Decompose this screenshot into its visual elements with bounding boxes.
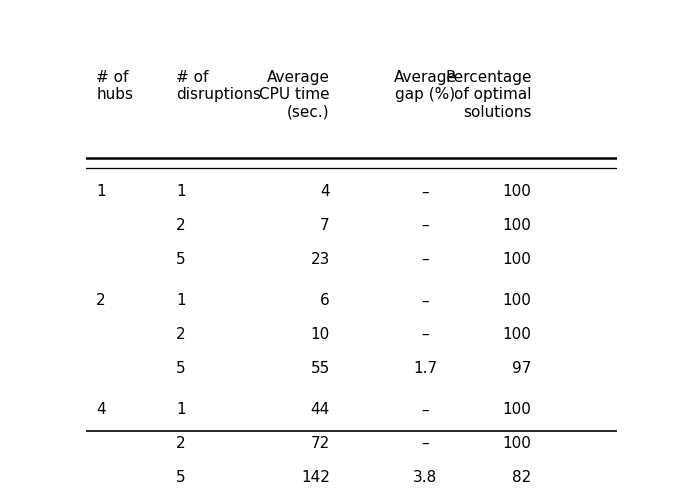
Text: 100: 100 <box>503 218 532 233</box>
Text: –: – <box>421 327 429 342</box>
Text: 100: 100 <box>503 436 532 451</box>
Text: 72: 72 <box>310 436 329 451</box>
Text: 7: 7 <box>320 218 329 233</box>
Text: –: – <box>421 184 429 200</box>
Text: # of
hubs: # of hubs <box>96 70 134 102</box>
Text: Average
CPU time
(sec.): Average CPU time (sec.) <box>259 70 329 120</box>
Text: 2: 2 <box>176 218 186 233</box>
Text: 100: 100 <box>503 252 532 267</box>
Text: # of
disruptions: # of disruptions <box>176 70 261 102</box>
Text: 23: 23 <box>310 252 329 267</box>
Text: 142: 142 <box>301 470 329 485</box>
Text: 100: 100 <box>503 403 532 417</box>
Text: 82: 82 <box>512 470 532 485</box>
Text: 1: 1 <box>176 184 186 200</box>
Text: Percentage
of optimal
solutions: Percentage of optimal solutions <box>445 70 532 120</box>
Text: 2: 2 <box>96 293 106 308</box>
Text: –: – <box>421 436 429 451</box>
Text: –: – <box>421 218 429 233</box>
Text: 1: 1 <box>96 184 106 200</box>
Text: 5: 5 <box>176 361 186 376</box>
Text: 3.8: 3.8 <box>413 470 438 485</box>
Text: 100: 100 <box>503 327 532 342</box>
Text: –: – <box>421 403 429 417</box>
Text: 4: 4 <box>320 184 329 200</box>
Text: 97: 97 <box>512 361 532 376</box>
Text: Average
gap (%): Average gap (%) <box>394 70 457 102</box>
Text: 100: 100 <box>503 293 532 308</box>
Text: 44: 44 <box>310 403 329 417</box>
Text: 2: 2 <box>176 327 186 342</box>
Text: 1.7: 1.7 <box>413 361 438 376</box>
Text: 55: 55 <box>310 361 329 376</box>
Text: –: – <box>421 252 429 267</box>
Text: 5: 5 <box>176 252 186 267</box>
Text: 6: 6 <box>320 293 329 308</box>
Text: 2: 2 <box>176 436 186 451</box>
Text: 100: 100 <box>503 184 532 200</box>
Text: 10: 10 <box>310 327 329 342</box>
Text: 4: 4 <box>96 403 106 417</box>
Text: 1: 1 <box>176 403 186 417</box>
Text: 1: 1 <box>176 293 186 308</box>
Text: 5: 5 <box>176 470 186 485</box>
Text: –: – <box>421 293 429 308</box>
